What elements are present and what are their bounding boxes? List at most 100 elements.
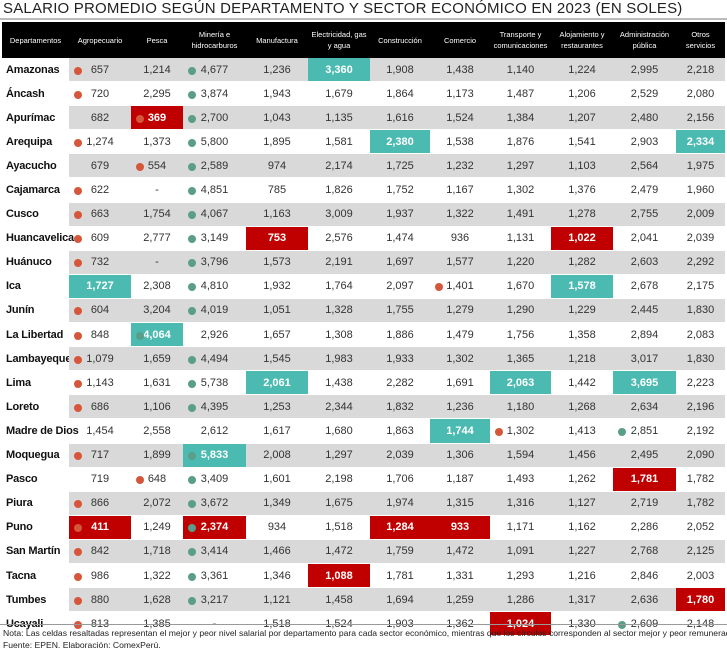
salary-value: 4,494	[200, 352, 229, 365]
department-name: San Martín	[2, 539, 69, 564]
worst-salary-cell: 933	[430, 515, 490, 540]
table-row: Pasco 719 648 3,409 1,601 2,198 1,706 1,187 1,49…	[2, 467, 725, 492]
salary-cell: 3,414	[183, 539, 246, 564]
salary-value: 933	[450, 521, 470, 534]
salary-cell: 1,346	[246, 563, 308, 589]
salary-cell: 1,601	[246, 467, 308, 492]
salary-cell: 1,328	[308, 298, 370, 324]
salary-cell: 1,657	[246, 322, 308, 348]
table-row: Apurímac 682 369 2,700 1,043 1,135 1,616 1,524 1…	[2, 105, 725, 131]
salary-cell: 1,754	[131, 202, 183, 227]
salary-value: 1,472	[325, 545, 353, 558]
salary-value: 1,227	[568, 545, 596, 558]
salary-value: 1,764	[325, 280, 353, 293]
salary-cell: 1,491	[490, 202, 551, 227]
highest-sector-dot-icon	[188, 596, 196, 605]
salary-value: 5,833	[200, 449, 229, 462]
salary-value: 1,385	[143, 617, 171, 630]
salary-cell: 1,691	[430, 370, 490, 396]
salary-value: 1,346	[263, 569, 291, 582]
salary-cell: 3,204	[131, 298, 183, 324]
salary-cell: 604	[69, 298, 131, 324]
salary-cell: 1,232	[430, 153, 490, 179]
highest-sector-dot-icon	[188, 235, 196, 244]
highest-sector-dot-icon	[188, 66, 196, 75]
salary-value: 2,223	[686, 376, 715, 389]
salary-value: 1,755	[386, 304, 414, 317]
salary-value: 1,171	[506, 521, 535, 534]
salary-cell: 3,217	[183, 587, 246, 613]
salary-cell: 1,043	[246, 105, 308, 131]
highest-sector-dot-icon	[188, 548, 196, 557]
salary-cell: 1,518	[308, 515, 370, 540]
salary-value: 2,719	[630, 497, 659, 510]
salary-value: 1,601	[263, 473, 291, 486]
salary-value: 1,121	[263, 593, 291, 606]
department-name: Piura	[2, 491, 69, 516]
lowest-sector-dot-icon	[136, 476, 144, 485]
column-header: Transporte y comunicaciones	[490, 22, 551, 58]
salary-value: 1,365	[506, 352, 535, 365]
salary-cell: 813	[69, 611, 131, 637]
salary-cell: 622	[69, 177, 131, 203]
salary-cell: 1,079	[69, 346, 131, 372]
salary-cell: 4,019	[183, 298, 246, 324]
worst-salary-cell: 1,780	[676, 587, 725, 613]
salary-value: 2,003	[686, 569, 715, 582]
salary-value: 1,043	[263, 111, 291, 124]
salary-cell: 4,810	[183, 274, 246, 299]
department-name: Áncash	[2, 81, 69, 107]
salary-value: 1,727	[86, 280, 114, 293]
salary-cell: 2,009	[676, 202, 725, 227]
salary-cell: 2,080	[676, 81, 725, 107]
salary-cell: 2,192	[676, 418, 725, 444]
salary-cell: 2,479	[613, 177, 676, 203]
salary-cell: 1,781	[370, 563, 430, 589]
column-header: Departamentos	[2, 22, 69, 58]
salary-value: 1,229	[568, 304, 596, 317]
highest-sector-dot-icon	[188, 138, 196, 147]
salary-cell: 1,679	[308, 81, 370, 107]
salary-cell: 1,384	[490, 105, 551, 131]
lowest-sector-dot-icon	[74, 596, 82, 605]
salary-value: 1,752	[386, 184, 414, 197]
salary-value: 2,903	[630, 135, 659, 148]
salary-value: 717	[90, 449, 110, 462]
salary-cell: 1,236	[246, 58, 308, 83]
salary-cell: 1,253	[246, 394, 308, 420]
salary-cell: 974	[246, 153, 308, 179]
column-header: Administración pública	[613, 22, 676, 58]
salary-value: 2,636	[630, 593, 659, 606]
salary-value: 1,937	[386, 208, 414, 221]
source-note: Fuente: EPEN. Elaboración: ComexPerú.	[3, 640, 161, 650]
header-row: Departamentos Agropecuario Pesca Minería e …	[2, 22, 725, 58]
salary-cell: 1,278	[551, 202, 613, 227]
salary-value: 1,302	[506, 424, 535, 437]
best-salary-cell: 4,064	[131, 322, 183, 348]
salary-cell: 1,442	[551, 370, 613, 396]
salary-value: 1,232	[446, 159, 474, 172]
salary-value: 1,718	[143, 545, 171, 558]
salary-cell: 1,545	[246, 346, 308, 372]
salary-value: 4,851	[200, 184, 229, 197]
salary-value: 1,754	[143, 208, 171, 221]
best-salary-cell: 1,578	[551, 274, 613, 299]
salary-cell: 1,163	[246, 202, 308, 227]
department-name: Lambayeque	[2, 346, 71, 372]
salary-value: 1,864	[386, 87, 414, 100]
salary-cell: 1,121	[246, 587, 308, 613]
salary-cell: 2,008	[246, 443, 308, 468]
table-row: Ucayali 813 1,385 - 1,518 1,524 1,903 1,362 1,02…	[2, 611, 725, 637]
salary-value: 648	[147, 473, 167, 486]
salary-value: 1,322	[446, 208, 474, 221]
salary-cell: 3,796	[183, 250, 246, 275]
salary-cell: 1,413	[551, 418, 613, 444]
column-header: Comercio	[430, 22, 490, 58]
salary-cell: 1,297	[308, 443, 370, 468]
salary-value: 2,344	[325, 400, 353, 413]
salary-cell: 1,474	[370, 226, 430, 251]
salary-value: 1,362	[446, 617, 474, 630]
highest-sector-dot-icon	[188, 162, 196, 171]
lowest-sector-dot-icon	[74, 66, 82, 75]
salary-cell: 1,876	[490, 129, 551, 155]
